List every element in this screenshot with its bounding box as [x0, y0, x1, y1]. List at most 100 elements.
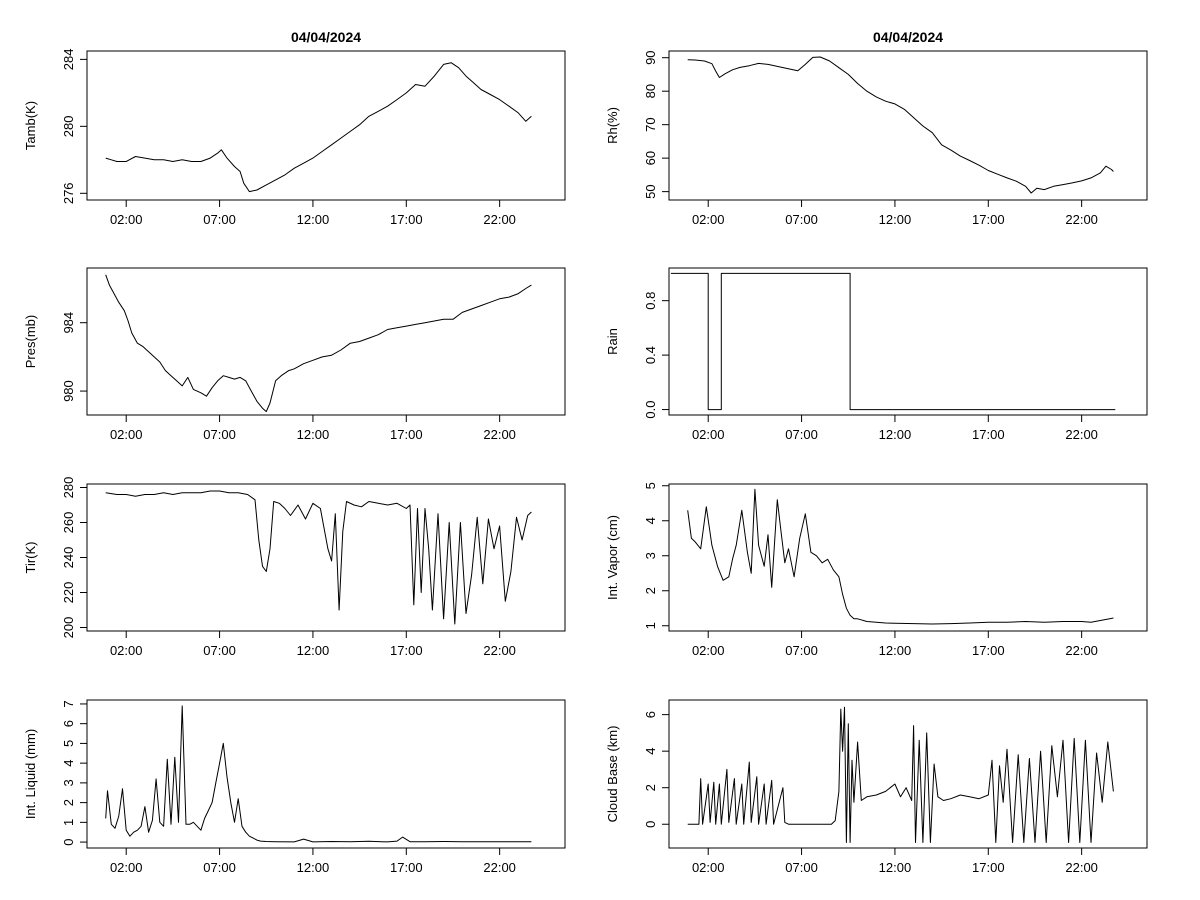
plot-frame: [86, 50, 566, 201]
x-tick-label: 07:00: [203, 427, 236, 442]
y-tick-label: 220: [61, 582, 76, 604]
x-tick-label: 07:00: [203, 860, 236, 875]
x-tick-label: 12:00: [879, 643, 912, 658]
x-tick-label: 02:00: [110, 860, 143, 875]
y-tick-label: 200: [61, 617, 76, 639]
series-line: [687, 56, 1114, 194]
plot-frame: [668, 483, 1148, 632]
x-tick-label: 17:00: [972, 860, 1005, 875]
y-tick-label: 4: [61, 760, 76, 767]
plot-frame: [668, 699, 1148, 849]
y-tick-label: 5: [643, 482, 658, 489]
y-axis-label: Int. Liquid (mm): [23, 729, 38, 819]
y-axis-label: Int. Vapor (cm): [605, 515, 620, 600]
plot-layer: 02:00 07:00 12:00 17:00 22:00 0.0 0.4 0.8: [643, 267, 1148, 442]
y-axis-label: Rh(%): [605, 107, 620, 144]
x-tick-label: 02:00: [692, 427, 725, 442]
x-tick-label: 17:00: [390, 860, 423, 875]
x-tick-label: 17:00: [390, 643, 423, 658]
y-tick-label: 284: [61, 49, 76, 71]
plot-layer: 02:00 07:00 12:00 17:00 22:00 1 2 3 4 5: [643, 482, 1148, 658]
x-tick-label: 17:00: [972, 212, 1005, 227]
plot-frame: [668, 50, 1148, 201]
y-tick-label: 0.4: [643, 346, 658, 364]
plot-layer: 02:00 07:00 12:00 17:00 22:00 276 280 284: [61, 49, 566, 227]
plot-layer: 02:00 07:00 12:00 17:00 22:00 0 1 2 3 4 5 6 7: [61, 699, 566, 875]
x-tick-label: 02:00: [692, 860, 725, 875]
y-tick-label: 240: [61, 547, 76, 569]
panel-cloud-base: Cloud Base (km) 02:00 07:00 12:00 17:00 22:0…: [605, 699, 1148, 875]
y-tick-label: 2: [643, 587, 658, 594]
y-tick-label: 3: [643, 552, 658, 559]
y-tick-label: 276: [61, 182, 76, 204]
y-axis-label: Tir(K): [23, 541, 38, 573]
y-tick-label: 6: [61, 720, 76, 727]
plot-layer: 02:00 07:00 12:00 17:00 22:00 0 2 4 6: [643, 699, 1148, 875]
x-tick-label: 02:00: [110, 427, 143, 442]
x-tick-label: 22:00: [483, 643, 516, 658]
y-tick-label: 3: [61, 779, 76, 786]
y-axis-label: Pres(mb): [23, 315, 38, 368]
panel-int-liquid: Int. Liquid (mm) 02:00 07:00 12:00 17:00 22:…: [23, 699, 566, 875]
y-tick-label: 280: [61, 115, 76, 137]
series-line: [687, 706, 1114, 843]
x-tick-label: 22:00: [483, 860, 516, 875]
panel-rh: 04/04/2024 Rh(%) 02:00 07:00 12:00 17:00 22:…: [605, 29, 1148, 227]
y-tick-label: 80: [643, 84, 658, 98]
y-axis-label: Rain: [605, 328, 620, 355]
y-tick-label: 70: [643, 117, 658, 131]
y-axis-label: Tamb(K): [23, 101, 38, 150]
x-tick-label: 12:00: [879, 212, 912, 227]
series-line: [105, 274, 532, 413]
y-tick-label: 4: [643, 517, 658, 524]
x-tick-label: 12:00: [879, 860, 912, 875]
plot-frame: [86, 267, 566, 416]
series-line: [105, 705, 532, 843]
panel-title: 04/04/2024: [873, 29, 943, 45]
x-tick-label: 22:00: [1065, 212, 1098, 227]
x-tick-label: 22:00: [1065, 427, 1098, 442]
series-line: [687, 488, 1114, 625]
y-tick-label: 60: [643, 151, 658, 165]
y-tick-label: 260: [61, 512, 76, 534]
x-tick-label: 02:00: [110, 212, 143, 227]
panel-tamb: 04/04/2024 Tamb(K) 02:00 07:00 12:00 17:00 2…: [23, 29, 566, 227]
x-tick-label: 22:00: [1065, 860, 1098, 875]
x-tick-label: 02:00: [692, 643, 725, 658]
x-tick-label: 07:00: [203, 643, 236, 658]
x-tick-label: 07:00: [785, 643, 818, 658]
panel-rain: Rain 02:00 07:00 12:00 17:00 22:00 0.0 0.4 0.8: [605, 267, 1148, 442]
x-tick-label: 07:00: [785, 860, 818, 875]
y-tick-label: 280: [61, 477, 76, 499]
x-tick-label: 22:00: [483, 212, 516, 227]
y-tick-label: 6: [643, 711, 658, 718]
x-tick-label: 22:00: [483, 427, 516, 442]
y-tick-label: 7: [61, 700, 76, 707]
x-tick-label: 02:00: [692, 212, 725, 227]
x-tick-label: 22:00: [1065, 643, 1098, 658]
panel-title: 04/04/2024: [291, 29, 361, 45]
y-axis-label: Cloud Base (km): [605, 726, 620, 823]
x-tick-label: 17:00: [390, 427, 423, 442]
plot-layer: 02:00 07:00 12:00 17:00 22:00 200 220 240 260 280: [61, 477, 566, 658]
x-tick-label: 07:00: [785, 212, 818, 227]
y-tick-label: 0.0: [643, 401, 658, 419]
y-tick-label: 980: [61, 380, 76, 402]
y-tick-label: 90: [643, 50, 658, 64]
x-tick-label: 17:00: [972, 427, 1005, 442]
plot-frame: [668, 267, 1148, 416]
x-tick-label: 02:00: [110, 643, 143, 658]
y-tick-label: 1: [61, 819, 76, 826]
x-tick-label: 07:00: [785, 427, 818, 442]
panel-int-vapor: Int. Vapor (cm) 02:00 07:00 12:00 17:00 22:0…: [605, 482, 1148, 658]
x-tick-label: 07:00: [203, 212, 236, 227]
series-line: [105, 490, 532, 625]
y-tick-label: 5: [61, 740, 76, 747]
y-tick-label: 1: [643, 622, 658, 629]
plot-layer: 02:00 07:00 12:00 17:00 22:00 980 984: [61, 267, 566, 442]
y-tick-label: 0.8: [643, 292, 658, 310]
plot-layer: 02:00 07:00 12:00 17:00 22:00 50 60 70 80 90: [643, 50, 1148, 227]
y-tick-label: 0: [61, 838, 76, 845]
y-tick-label: 2: [643, 784, 658, 791]
